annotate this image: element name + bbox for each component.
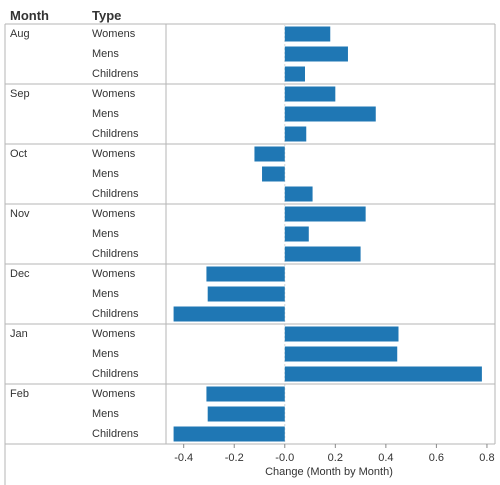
bar — [206, 266, 285, 282]
bars — [173, 26, 482, 442]
bar — [206, 386, 285, 402]
bar — [254, 146, 285, 162]
month-column-header: Month — [10, 8, 49, 23]
type-label: Childrens — [92, 188, 139, 200]
type-label: Mens — [92, 168, 119, 180]
bar — [173, 306, 285, 322]
bar — [284, 186, 313, 202]
bar — [284, 206, 366, 222]
bar — [284, 346, 398, 362]
x-tick-label: 0.6 — [429, 452, 444, 464]
type-label: Mens — [92, 48, 119, 60]
month-label: Oct — [10, 148, 27, 160]
type-label: Childrens — [92, 248, 139, 260]
bar — [284, 106, 376, 122]
month-label: Feb — [10, 388, 29, 400]
bar — [284, 26, 331, 42]
type-label: Mens — [92, 288, 119, 300]
type-label: Womens — [92, 28, 136, 40]
x-tick-label: 0.8 — [479, 452, 494, 464]
type-label: Womens — [92, 148, 136, 160]
type-label: Mens — [92, 108, 119, 120]
bar — [284, 226, 309, 242]
type-label: Childrens — [92, 68, 139, 80]
bar — [173, 426, 285, 442]
month-label: Sep — [10, 88, 30, 100]
bar — [262, 166, 285, 182]
month-label: Dec — [10, 268, 30, 280]
bar — [284, 246, 361, 262]
type-label: Childrens — [92, 428, 139, 440]
x-tick-label: -0.0 — [275, 452, 294, 464]
bar — [284, 86, 336, 102]
bar — [284, 326, 399, 342]
x-axis-title: Change (Month by Month) — [265, 466, 393, 478]
type-column-header: Type — [92, 8, 121, 23]
bar — [207, 406, 285, 422]
x-axis: -0.4 -0.2 -0.0 0.2 0.4 0.6 0.8 — [166, 443, 495, 464]
type-label: Womens — [92, 88, 136, 100]
type-label: Womens — [92, 328, 136, 340]
bar — [284, 366, 482, 382]
type-label: Womens — [92, 268, 136, 280]
chart-rows: Aug Womens Mens Childrens Sep Womens Mens Child… — [10, 28, 139, 440]
type-label: Childrens — [92, 128, 139, 140]
bar — [207, 286, 285, 302]
type-label: Childrens — [92, 308, 139, 320]
type-label: Mens — [92, 348, 119, 360]
type-label: Mens — [92, 228, 119, 240]
x-tick-label: -0.4 — [174, 452, 193, 464]
month-label: Nov — [10, 208, 30, 220]
bar — [284, 126, 307, 142]
type-label: Mens — [92, 408, 119, 420]
type-label: Womens — [92, 208, 136, 220]
x-tick-label: 0.2 — [328, 452, 343, 464]
x-tick-label: -0.2 — [225, 452, 244, 464]
type-label: Womens — [92, 388, 136, 400]
x-tick-label: 0.4 — [378, 452, 393, 464]
bar — [284, 66, 305, 82]
type-label: Childrens — [92, 368, 139, 380]
column-headers: Month Type — [10, 8, 121, 23]
month-label: Jan — [10, 328, 28, 340]
month-label: Aug — [10, 28, 30, 40]
bar — [284, 46, 348, 62]
